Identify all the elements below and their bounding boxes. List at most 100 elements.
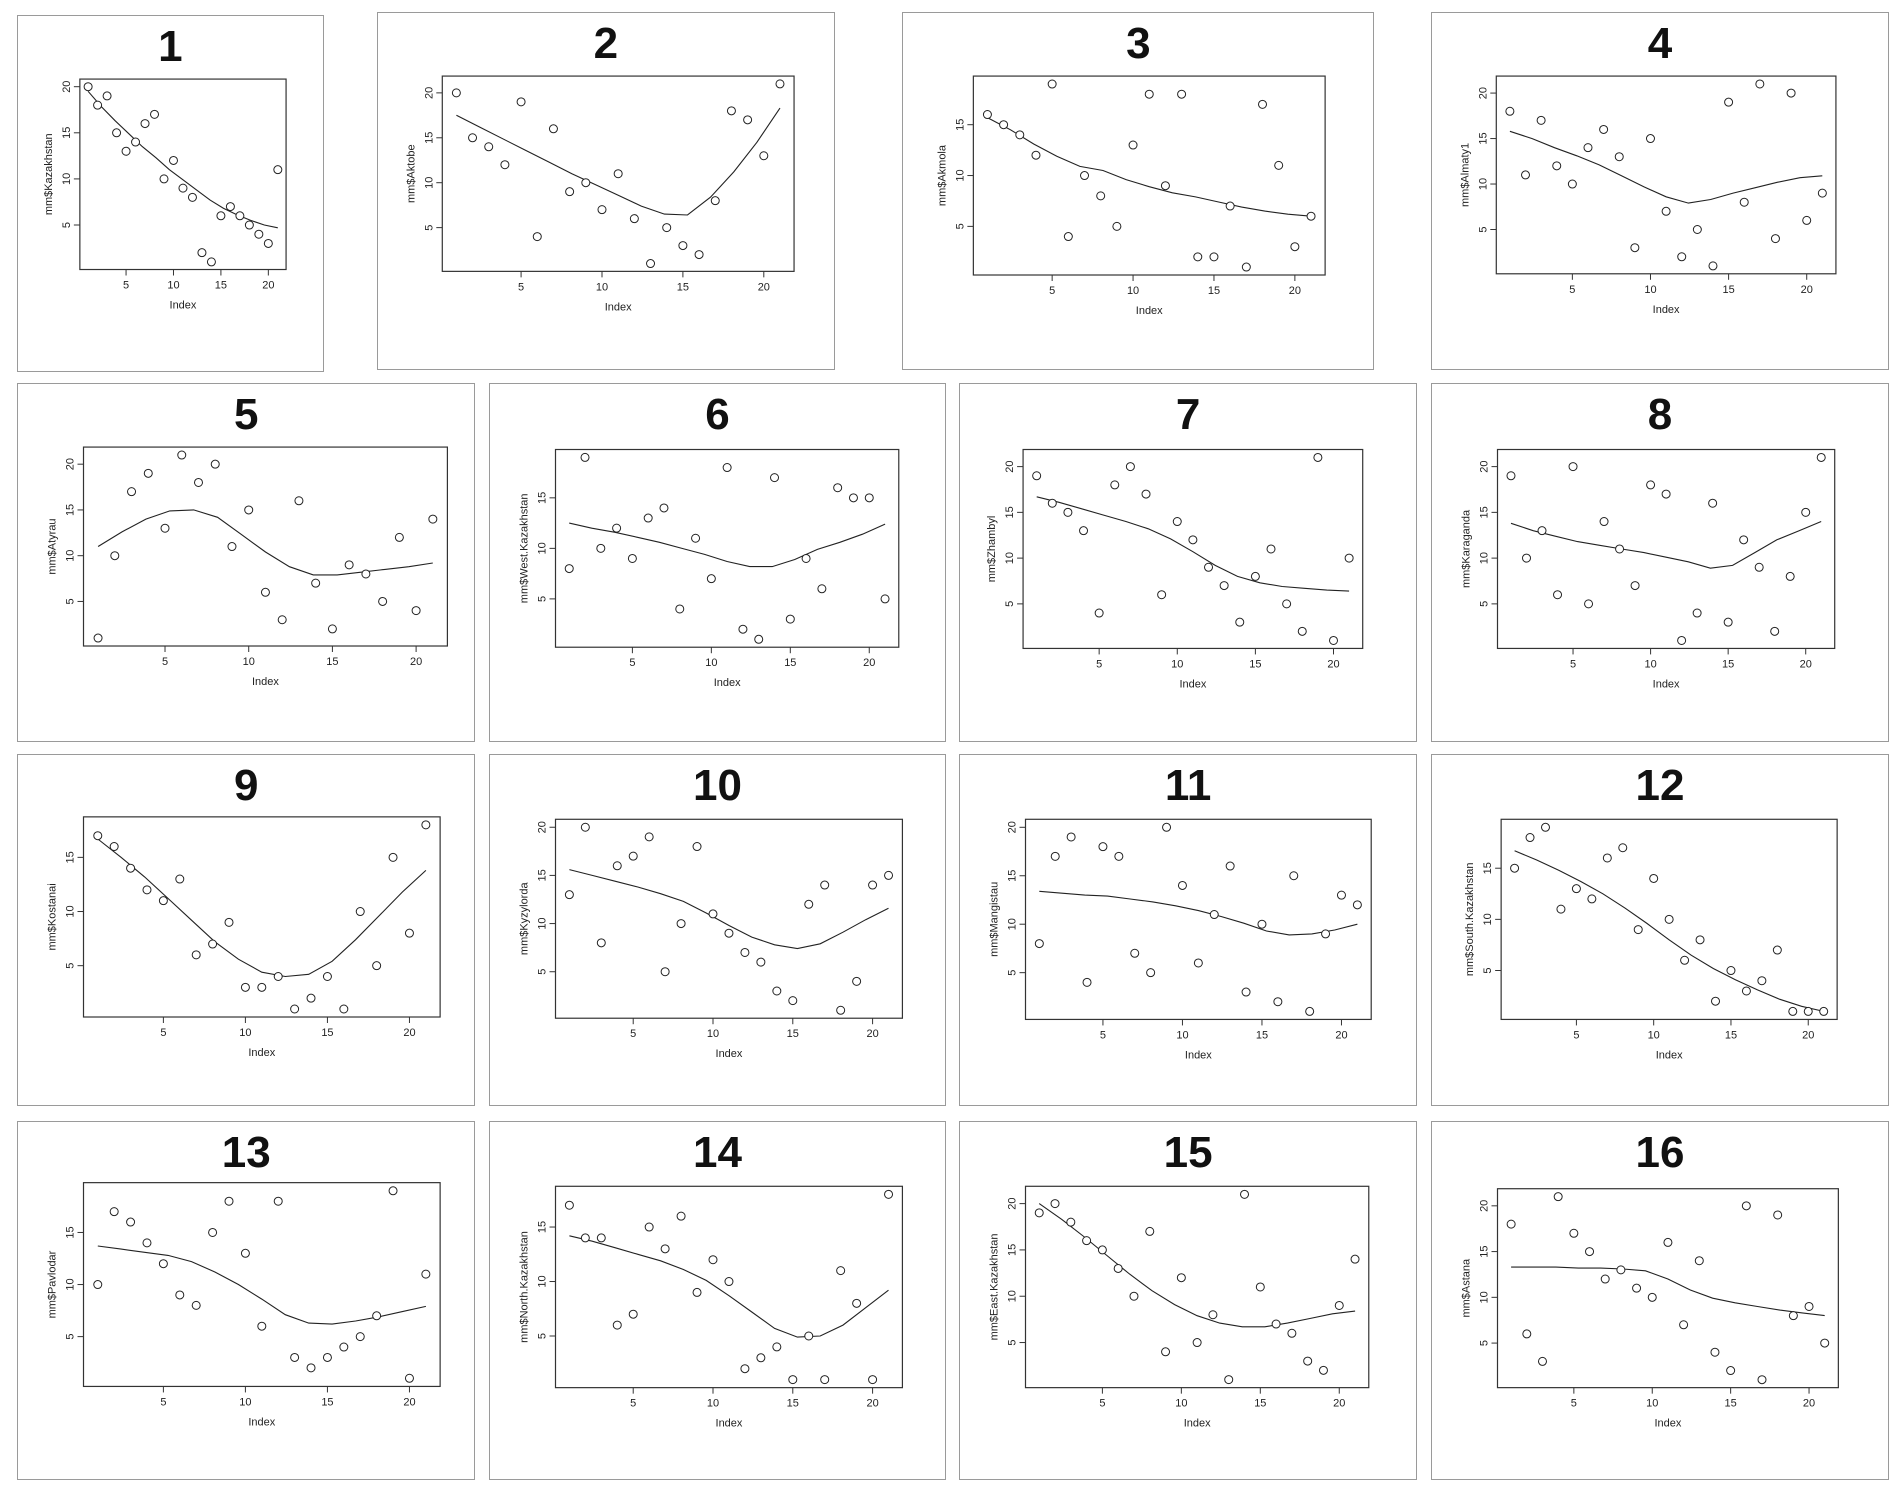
data-point [1242, 262, 1252, 272]
data-point [659, 503, 669, 513]
y-tick-label: 5 [536, 1333, 548, 1339]
data-point [759, 151, 769, 161]
data-point [581, 178, 591, 188]
y-axis-title: mm$Kyzylorda [518, 882, 530, 956]
data-point [660, 967, 670, 977]
x-tick-label: 10 [1172, 659, 1184, 671]
smooth-line [1511, 1266, 1826, 1316]
data-point [1095, 608, 1105, 618]
x-tick-label: 20 [758, 281, 770, 293]
x-tick-label: 10 [707, 1397, 719, 1409]
y-tick-label: 10 [1478, 178, 1490, 190]
smooth-line [97, 1245, 426, 1325]
panel-number: 11 [1164, 761, 1212, 811]
data-point [1742, 986, 1752, 996]
y-tick-label: 15 [424, 132, 436, 144]
smooth-line [569, 1235, 889, 1338]
data-point [1587, 894, 1597, 904]
plot-frame [1025, 819, 1373, 1021]
data-point [1067, 832, 1077, 842]
data-point [372, 1311, 382, 1321]
x-tick-label: 10 [243, 656, 255, 668]
x-tick-label: 20 [866, 1029, 878, 1041]
plot-frame [554, 1185, 903, 1389]
panel-number: 2 [593, 19, 619, 69]
y-tick-label: 5 [536, 596, 548, 602]
data-point [404, 929, 414, 939]
scatter-plot: 5 10 15 20 5 10 15 20 Index mm$Almaty1 [1460, 75, 1837, 316]
scatter-plot: 5 10 15 20 5 10 15 20 Index mm$Zhambyl [987, 449, 1364, 691]
x-tick-label: 20 [410, 656, 422, 668]
data-point [306, 994, 316, 1004]
smooth-line [456, 107, 781, 216]
data-point [804, 1331, 814, 1341]
data-point [1757, 976, 1767, 986]
x-tick-label: 10 [705, 658, 717, 670]
smooth-line [87, 90, 278, 228]
data-point [1290, 242, 1300, 252]
data-point [277, 615, 287, 625]
data-point [1603, 853, 1613, 863]
x-tick-label: 10 [1645, 284, 1657, 296]
plot-frame [1496, 75, 1837, 275]
y-tick-label: 15 [64, 504, 76, 516]
data-point [1711, 997, 1721, 1007]
data-point [93, 100, 103, 110]
data-point [93, 1279, 103, 1289]
plot-frame [79, 78, 287, 270]
x-tick-label: 5 [1100, 1030, 1106, 1042]
data-point [158, 896, 168, 906]
data-point [1204, 563, 1214, 573]
y-tick-label: 5 [1479, 601, 1491, 607]
x-tick-label: 10 [1177, 1030, 1189, 1042]
data-point [643, 513, 653, 523]
data-point [676, 919, 686, 929]
x-tick-label: 20 [403, 1027, 415, 1039]
data-point [597, 205, 607, 215]
y-tick-label: 5 [1482, 968, 1494, 974]
data-point [516, 97, 526, 107]
data-point [613, 169, 623, 179]
y-tick-label: 5 [61, 222, 73, 228]
data-point [1630, 243, 1640, 253]
data-point [678, 241, 688, 251]
y-tick-label: 5 [64, 1333, 76, 1339]
data-point [126, 1217, 136, 1227]
data-point [708, 1255, 718, 1265]
data-point [867, 1374, 877, 1384]
x-axis-title: Index [1656, 1050, 1683, 1062]
data-point [1063, 508, 1073, 518]
data-point [421, 1269, 431, 1279]
data-point [208, 1227, 218, 1237]
x-tick-label: 5 [1571, 1397, 1577, 1409]
data-point [676, 1211, 686, 1221]
data-point [1178, 881, 1188, 891]
data-point [1661, 489, 1671, 499]
data-point [109, 842, 119, 852]
data-point [1819, 1007, 1829, 1017]
data-point [1282, 599, 1292, 609]
x-tick-label: 15 [784, 658, 796, 670]
chart-panel-8: 8 5 10 15 20 5 10 15 20 Index mm$Karaganda [1431, 383, 1889, 743]
x-tick-label: 20 [1802, 1030, 1814, 1042]
data-point [178, 183, 188, 193]
data-point [1755, 563, 1765, 573]
data-point [224, 1196, 234, 1206]
data-point [1235, 617, 1245, 627]
x-tick-label: 15 [677, 281, 689, 293]
y-tick-label: 5 [424, 225, 436, 231]
data-point [1242, 988, 1252, 998]
x-axis-title: Index [248, 1047, 275, 1059]
data-point [754, 635, 764, 645]
x-tick-label: 15 [321, 1396, 333, 1408]
x-tick-label: 20 [863, 658, 875, 670]
data-point [1298, 627, 1308, 637]
data-point [1789, 1310, 1799, 1320]
y-tick-label: 10 [64, 550, 76, 562]
x-axis-title: Index [1184, 1417, 1211, 1429]
data-point [1723, 617, 1733, 627]
data-point [327, 624, 337, 634]
data-point [273, 1196, 283, 1206]
data-point [1048, 79, 1058, 89]
data-point [1663, 1237, 1673, 1247]
